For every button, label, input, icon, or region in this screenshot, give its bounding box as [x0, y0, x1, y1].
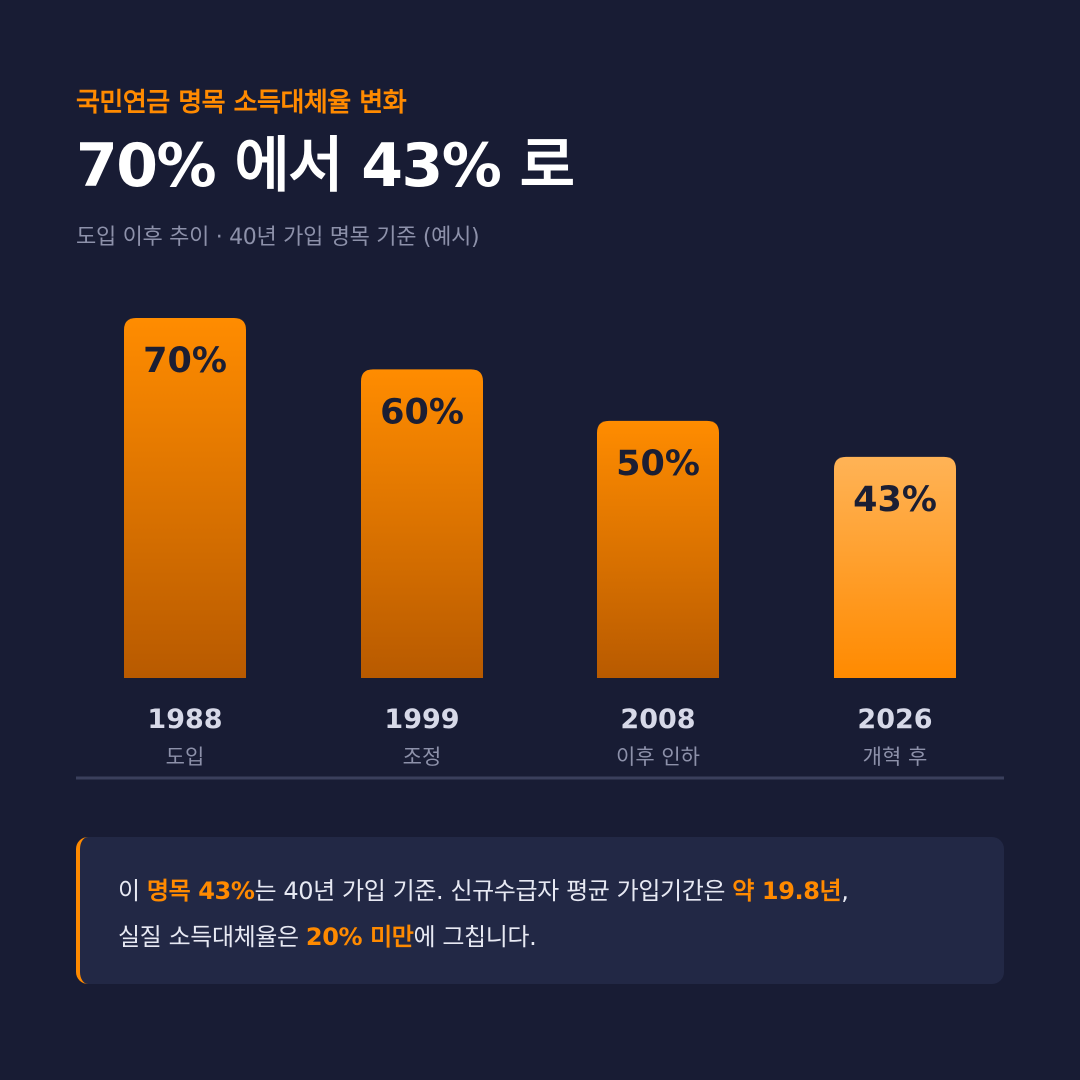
- note-highlight-real: 20% 미만: [305, 923, 414, 951]
- note-text: ,: [841, 877, 849, 905]
- x-tick-year: 2026: [857, 704, 932, 735]
- x-tick-sublabel: 개혁 후: [863, 745, 928, 769]
- note-text: 는 40년 가입 기준. 신규수급자 평균 가입기간은: [254, 877, 733, 905]
- bar-2026: [834, 456, 956, 678]
- x-tick-year: 1988: [147, 704, 222, 735]
- chart-subtitle: 도입 이후 추이 · 40년 가입 명목 기준 (예시): [76, 225, 480, 250]
- bar-chart: 70% 1988 도입 60% 1999 조정 50% 2008 이후 인하 43% 2026 개혁 …: [76, 318, 1004, 780]
- note-highlight-nominal: 명목 43%: [146, 877, 255, 905]
- note-highlight-period: 약 19.8년: [732, 877, 842, 905]
- bars-group: 70% 1988 도입 60% 1999 조정 50% 2008 이후 인하 43% 2026 개혁 …: [124, 318, 956, 769]
- chart-title: 70% 에서 43% 로: [76, 131, 575, 201]
- note-line-1: 이 명목 43%는 40년 가입 기준. 신규수급자 평균 가입기간은 약 19…: [118, 868, 1004, 914]
- x-tick-sublabel: 도입: [166, 745, 205, 769]
- x-tick-year: 1999: [384, 704, 459, 735]
- bar-2008: [597, 420, 719, 678]
- note-text: 실질 소득대체율은: [118, 923, 306, 951]
- x-tick-sublabel: 이후 인하: [616, 745, 700, 769]
- bar-value-label: 70%: [143, 341, 227, 381]
- bar-value-label: 60%: [380, 392, 464, 432]
- bar-1988: [124, 318, 246, 678]
- note-text: 에 그칩니다.: [413, 923, 537, 951]
- note-line-2: 실질 소득대체율은 20% 미만에 그칩니다.: [118, 914, 1004, 960]
- x-tick-year: 2008: [620, 704, 695, 735]
- x-tick-sublabel: 조정: [403, 745, 442, 769]
- note-text: 이: [118, 877, 147, 905]
- bar-value-label: 43%: [853, 480, 937, 520]
- insight-note: 이 명목 43%는 40년 가입 기준. 신규수급자 평균 가입기간은 약 19…: [76, 837, 1004, 984]
- bar-1999: [361, 369, 483, 678]
- bar-value-label: 50%: [616, 444, 700, 484]
- chart-eyebrow: 국민연금 명목 소득대체율 변화: [76, 88, 407, 118]
